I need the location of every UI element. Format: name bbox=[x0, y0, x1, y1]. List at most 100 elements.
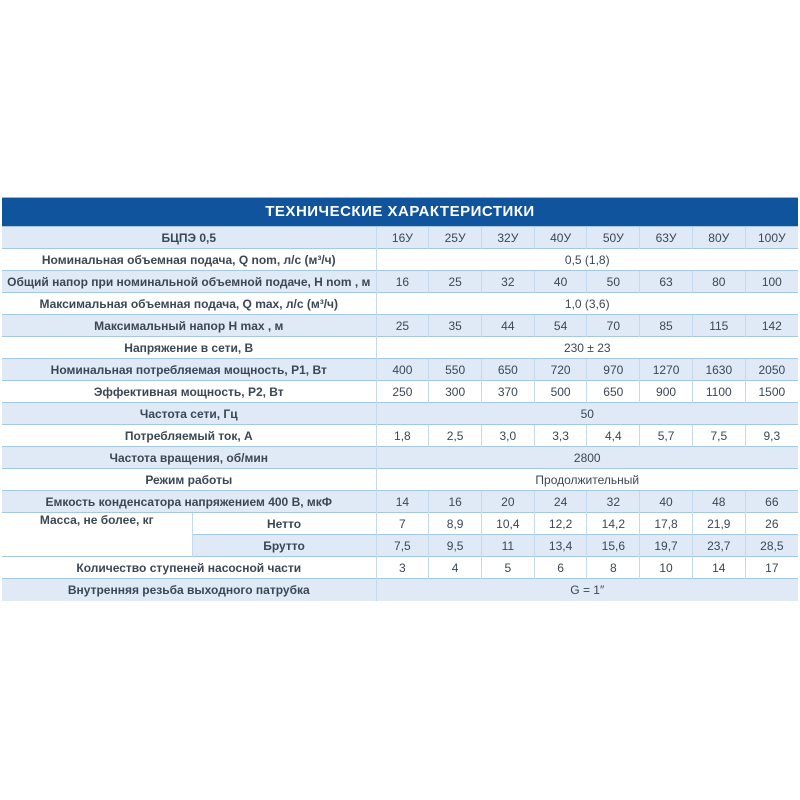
row-label: Потребляемый ток, А bbox=[2, 424, 377, 447]
value-cell: 14,2 bbox=[586, 512, 640, 535]
row-label: Количество ступеней насосной части bbox=[2, 556, 377, 579]
header-row: БЦПЭ 0,5 16У 25У 32У 40У 50У 63У 80У 100… bbox=[2, 226, 798, 249]
table-row: Номинальная объемная подача, Q nom, л/с … bbox=[2, 248, 798, 271]
value-cell: 70 bbox=[586, 314, 640, 337]
column-header: 50У bbox=[586, 226, 640, 249]
value-cell: 17 bbox=[744, 556, 798, 579]
value-cell: 8,9 bbox=[428, 512, 482, 535]
row-label: Частота вращения, об/мин bbox=[2, 446, 377, 469]
value-cell: 1100 bbox=[691, 380, 746, 403]
value-cell: 13,4 bbox=[533, 534, 587, 557]
table-row: Частота вращения, об/мин 2800 bbox=[2, 446, 798, 469]
value-cell: 12,2 bbox=[533, 512, 587, 535]
value-cell: 28,5 bbox=[744, 534, 798, 557]
merged-value-cell: 0,5 (1,8) bbox=[375, 248, 798, 271]
value-cell: 40 bbox=[533, 270, 587, 293]
value-cell: 24 bbox=[533, 490, 587, 513]
value-cell: 25 bbox=[428, 270, 482, 293]
mass-brutto-row: Брутто 7,5 9,5 11 13,4 15,6 19,7 23,7 28… bbox=[2, 534, 798, 557]
value-cell: 250 bbox=[375, 380, 429, 403]
mass-sub-label: Брутто bbox=[191, 534, 377, 557]
value-cell: 900 bbox=[639, 380, 693, 403]
value-cell: 370 bbox=[480, 380, 535, 403]
value-cell: 15,6 bbox=[586, 534, 640, 557]
value-cell: 1,8 bbox=[375, 424, 429, 447]
merged-value-cell: Продолжительный bbox=[375, 468, 798, 491]
value-cell: 4,4 bbox=[586, 424, 640, 447]
table-row: Напряжение в сети, В 230 ± 23 bbox=[2, 336, 798, 359]
row-label: Максимальная объемная подача, Q max, л/с… bbox=[2, 292, 377, 315]
mass-sub-label: Нетто bbox=[191, 512, 377, 535]
table-row: Максимальная объемная подача, Q max, л/с… bbox=[2, 292, 798, 315]
row-label: Номинальная потребляемая мощность, P1, В… bbox=[2, 358, 377, 381]
value-cell: 1630 bbox=[691, 358, 746, 381]
value-cell: 23,7 bbox=[691, 534, 746, 557]
value-cell: 1500 bbox=[744, 380, 798, 403]
merged-value-cell: 1,0 (3,6) bbox=[375, 292, 798, 315]
value-cell: 400 bbox=[375, 358, 429, 381]
value-cell: 20 bbox=[480, 490, 535, 513]
value-cell: 9,3 bbox=[744, 424, 798, 447]
table-row: Потребляемый ток, А 1,8 2,5 3,0 3,3 4,4 … bbox=[2, 424, 798, 447]
value-cell: 35 bbox=[428, 314, 482, 337]
merged-value-cell: 50 bbox=[375, 402, 798, 425]
value-cell: 44 bbox=[480, 314, 535, 337]
value-cell: 7,5 bbox=[375, 534, 429, 557]
column-header: 16У bbox=[375, 226, 429, 249]
value-cell: 16 bbox=[375, 270, 429, 293]
spec-table-container: ТЕХНИЧЕСКИЕ ХАРАКТЕРИСТИКИ БЦПЭ 0,5 16У … bbox=[2, 197, 798, 601]
value-cell: 11 bbox=[480, 534, 535, 557]
column-header: 80У bbox=[691, 226, 746, 249]
value-cell: 50 bbox=[586, 270, 640, 293]
value-cell: 550 bbox=[428, 358, 482, 381]
value-cell: 10,4 bbox=[480, 512, 535, 535]
value-cell: 54 bbox=[533, 314, 587, 337]
model-label: БЦПЭ 0,5 bbox=[2, 226, 377, 249]
row-label: Номинальная объемная подача, Q nom, л/с … bbox=[2, 248, 377, 271]
value-cell: 500 bbox=[533, 380, 587, 403]
value-cell: 650 bbox=[586, 380, 640, 403]
value-cell: 7,5 bbox=[691, 424, 746, 447]
value-cell: 40 bbox=[639, 490, 693, 513]
value-cell: 48 bbox=[691, 490, 746, 513]
value-cell: 21,9 bbox=[691, 512, 746, 535]
value-cell: 6 bbox=[533, 556, 587, 579]
value-cell: 63 bbox=[639, 270, 693, 293]
row-label: Общий напор при номинальной объемной под… bbox=[2, 270, 377, 293]
value-cell: 720 bbox=[533, 358, 587, 381]
value-cell: 650 bbox=[480, 358, 535, 381]
value-cell: 4 bbox=[428, 556, 482, 579]
table-row: Общий напор при номинальной объемной под… bbox=[2, 270, 798, 293]
value-cell: 5 bbox=[480, 556, 535, 579]
value-cell: 970 bbox=[586, 358, 640, 381]
value-cell: 2050 bbox=[744, 358, 798, 381]
row-label: Частота сети, Гц bbox=[2, 402, 377, 425]
value-cell: 14 bbox=[691, 556, 746, 579]
column-header: 25У bbox=[428, 226, 482, 249]
table-row: Количество ступеней насосной части 3 4 5… bbox=[2, 556, 798, 579]
table-row: Емкость конденсатора напряжением 400 В, … bbox=[2, 490, 798, 513]
merged-value-cell: 2800 bbox=[375, 446, 798, 469]
value-cell: 7 bbox=[375, 512, 429, 535]
table-title: ТЕХНИЧЕСКИЕ ХАРАКТЕРИСТИКИ bbox=[2, 197, 798, 226]
value-cell: 3,3 bbox=[533, 424, 587, 447]
value-cell: 80 bbox=[691, 270, 746, 293]
column-header: 100У bbox=[744, 226, 798, 249]
value-cell: 3,0 bbox=[480, 424, 535, 447]
value-cell: 32 bbox=[480, 270, 535, 293]
table-row: Режим работы Продолжительный bbox=[2, 468, 798, 491]
value-cell: 142 bbox=[744, 314, 798, 337]
column-header: 63У bbox=[639, 226, 693, 249]
mass-netto-row: Масса, не более, кг Нетто 7 8,9 10,4 12,… bbox=[2, 512, 798, 557]
row-label: Внутренняя резьба выходного патрубка bbox=[2, 578, 377, 601]
row-label: Емкость конденсатора напряжением 400 В, … bbox=[2, 490, 377, 513]
row-label: Максимальный напор H max , м bbox=[2, 314, 377, 337]
row-label: Эффективная мощность, P2, Вт bbox=[2, 380, 377, 403]
value-cell: 16 bbox=[428, 490, 482, 513]
value-cell: 115 bbox=[691, 314, 746, 337]
column-header: 32У bbox=[480, 226, 535, 249]
value-cell: 26 bbox=[744, 512, 798, 535]
table-row: Внутренняя резьба выходного патрубка G =… bbox=[2, 578, 798, 601]
table-row: Номинальная потребляемая мощность, P1, В… bbox=[2, 358, 798, 381]
